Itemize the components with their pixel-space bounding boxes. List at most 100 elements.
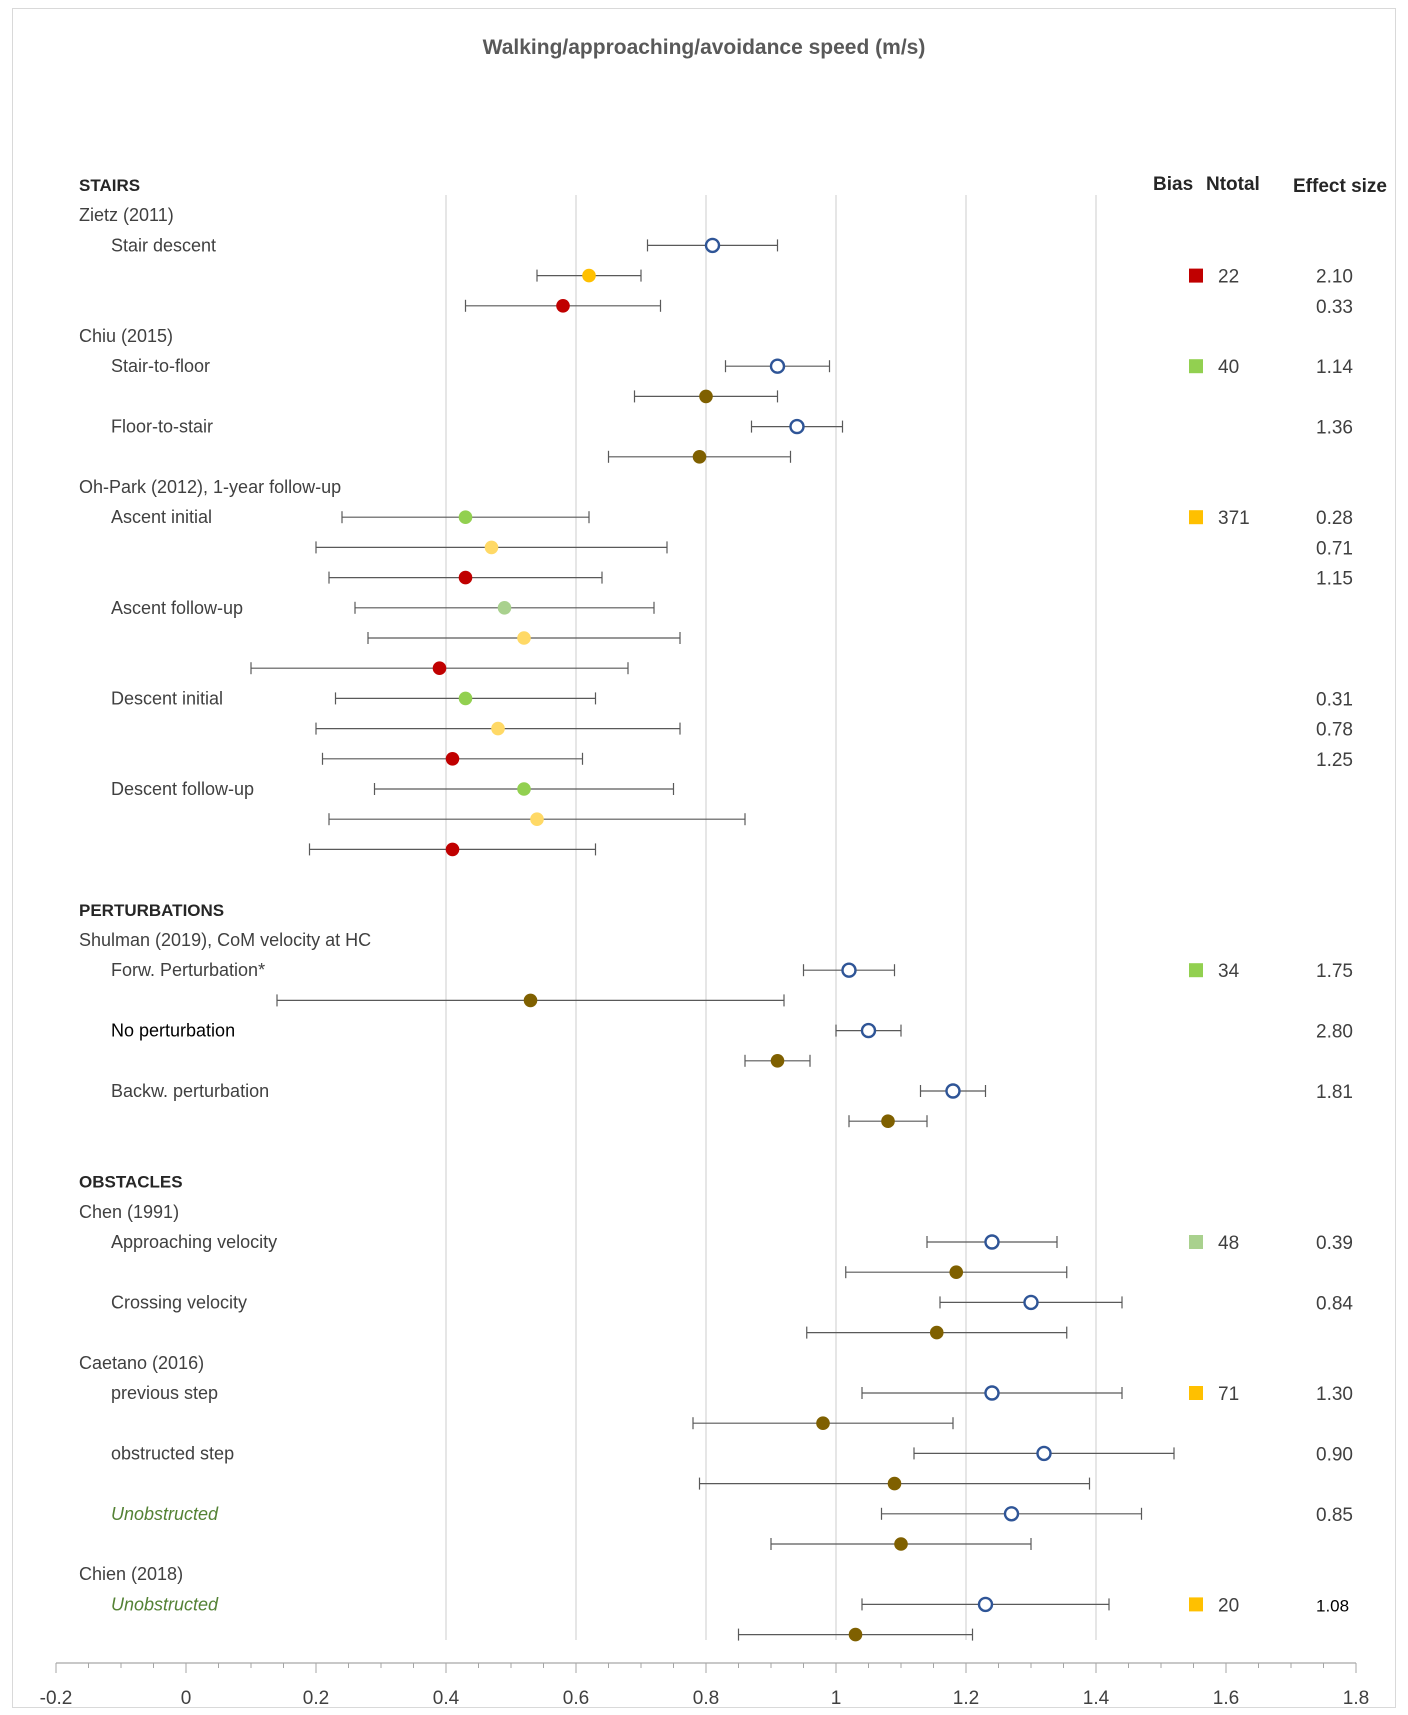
data-point-open [704,237,721,254]
row-data [250,661,629,675]
data-point-brown [949,1265,964,1279]
row-study: Caetano (2016) [79,1353,204,1373]
condition-label: Stair-to-floor [111,356,210,376]
effect-size-value: 0.28 [1316,508,1353,529]
row-data [744,1054,811,1068]
effect-size-value: 0.39 [1316,1233,1353,1254]
data-point-brown [881,1114,895,1128]
row-data [276,993,785,1008]
condition-label: Ascent follow-up [111,598,243,618]
condition-label: Approaching velocity [111,1232,277,1252]
header-ntotal: Ntotal [1206,174,1260,195]
data-point-light-green [497,601,512,615]
data-point-light-gold [517,631,531,645]
condition-label: Ascent initial [111,507,212,527]
effect-size-value: 1.25 [1316,750,1353,771]
row-data [848,1114,928,1128]
row-cond: Forw. Perturbation* 34 1.75 [111,960,1353,982]
bias-marker [1189,1386,1203,1400]
effect-size-value: 1.36 [1316,418,1353,439]
row-section: STAIRS [79,176,140,195]
study-label: Chiu (2015) [79,326,173,346]
row-cond: Unobstructed 20 1.08 [111,1594,1349,1616]
condition-label: Stair descent [111,235,216,255]
data-point-red [432,661,447,675]
row-data [770,1537,1032,1551]
section-heading: STAIRS [79,176,140,195]
effect-size-value: 0.85 [1316,1505,1353,1526]
study-label: Caetano (2016) [79,1353,204,1373]
data-point-gold [582,268,596,283]
x-tick-label: 1.6 [1213,1688,1239,1709]
section-heading: OBSTACLES [79,1173,183,1192]
x-tick-label: 0 [181,1688,192,1709]
data-point-open [984,1385,1000,1401]
ntotal-value: 71 [1218,1384,1239,1405]
row-cond: Ascent follow-up [111,598,655,618]
row-cond: Stair descent [111,235,779,255]
data-point-open [1003,1506,1020,1522]
data-point-open [945,1083,961,1099]
row-data [607,450,792,464]
row-data: 0.78 [315,720,1353,741]
ntotal-value: 40 [1218,357,1239,378]
effect-size-value: 0.78 [1316,720,1353,741]
row-data [845,1265,1068,1279]
row-cond: obstructed step 0.90 [111,1443,1353,1465]
effect-size-value: 2.80 [1316,1022,1353,1043]
data-point-brown [699,389,713,404]
row-data [806,1325,1068,1340]
data-point-brown [816,1416,830,1430]
condition-label: Forw. Perturbation* [111,960,265,980]
row-section: PERTURBATIONS [79,901,224,920]
data-point-open [769,358,786,374]
row-data [367,631,681,645]
row-cond: Backw. perturbation 1.81 [111,1081,1353,1103]
data-point-open [789,418,805,435]
effect-size-value: 2.10 [1316,267,1353,288]
data-point-red [445,842,460,857]
chart-title: Walking/approaching/avoidance speed (m/s… [483,36,926,59]
data-point-green [458,510,473,524]
row-cond: Stair-to-floor 40 1.14 [111,356,1353,378]
condition-label: Descent follow-up [111,779,254,799]
data-point-brown [929,1325,944,1340]
ntotal-value: 20 [1218,1595,1239,1616]
row-study: Chien (2018) [79,1564,183,1584]
data-point-brown [848,1627,863,1642]
x-tick-label: 1.2 [953,1688,979,1709]
chart-frame [12,8,1396,1708]
x-tick-label: 1 [831,1688,842,1709]
x-tick-label: 0.8 [693,1688,719,1709]
ntotal-value: 34 [1218,961,1240,982]
effect-size-value: 1.75 [1316,961,1353,982]
effect-size-value: 1.14 [1316,357,1353,378]
condition-label: Unobstructed [111,1594,219,1614]
condition-label: Floor-to-stair [111,417,213,437]
effect-size-value: 0.84 [1316,1293,1353,1314]
row-cond: Approaching velocity 48 0.39 [111,1232,1353,1254]
ntotal-value: 22 [1218,267,1239,288]
data-point-light-gold [484,540,499,555]
data-point-brown [887,1476,902,1491]
row-cond: previous step 71 1.30 [111,1383,1353,1405]
data-point-red [556,299,570,313]
effect-size-value: 0.71 [1316,538,1353,559]
row-data: 1.15 [328,569,1353,590]
condition-label: obstructed step [111,1443,234,1463]
row-data [698,1476,1091,1491]
condition-label: No perturbation [111,1021,235,1041]
condition-label: Unobstructed [111,1504,219,1524]
data-point-red [445,752,460,766]
effect-size-value: 1.30 [1316,1384,1353,1405]
data-point-open [977,1596,994,1613]
data-point-light-gold [491,721,505,736]
row-cond: Crossing velocity 0.84 [111,1292,1353,1314]
bias-marker [1189,510,1203,525]
bias-marker [1189,268,1203,283]
x-tick-label: -0.2 [40,1688,73,1709]
study-label: Zietz (2011) [79,205,174,225]
bias-marker [1189,963,1203,978]
row-data [633,389,779,404]
row-data: 0.71 [315,538,1353,559]
